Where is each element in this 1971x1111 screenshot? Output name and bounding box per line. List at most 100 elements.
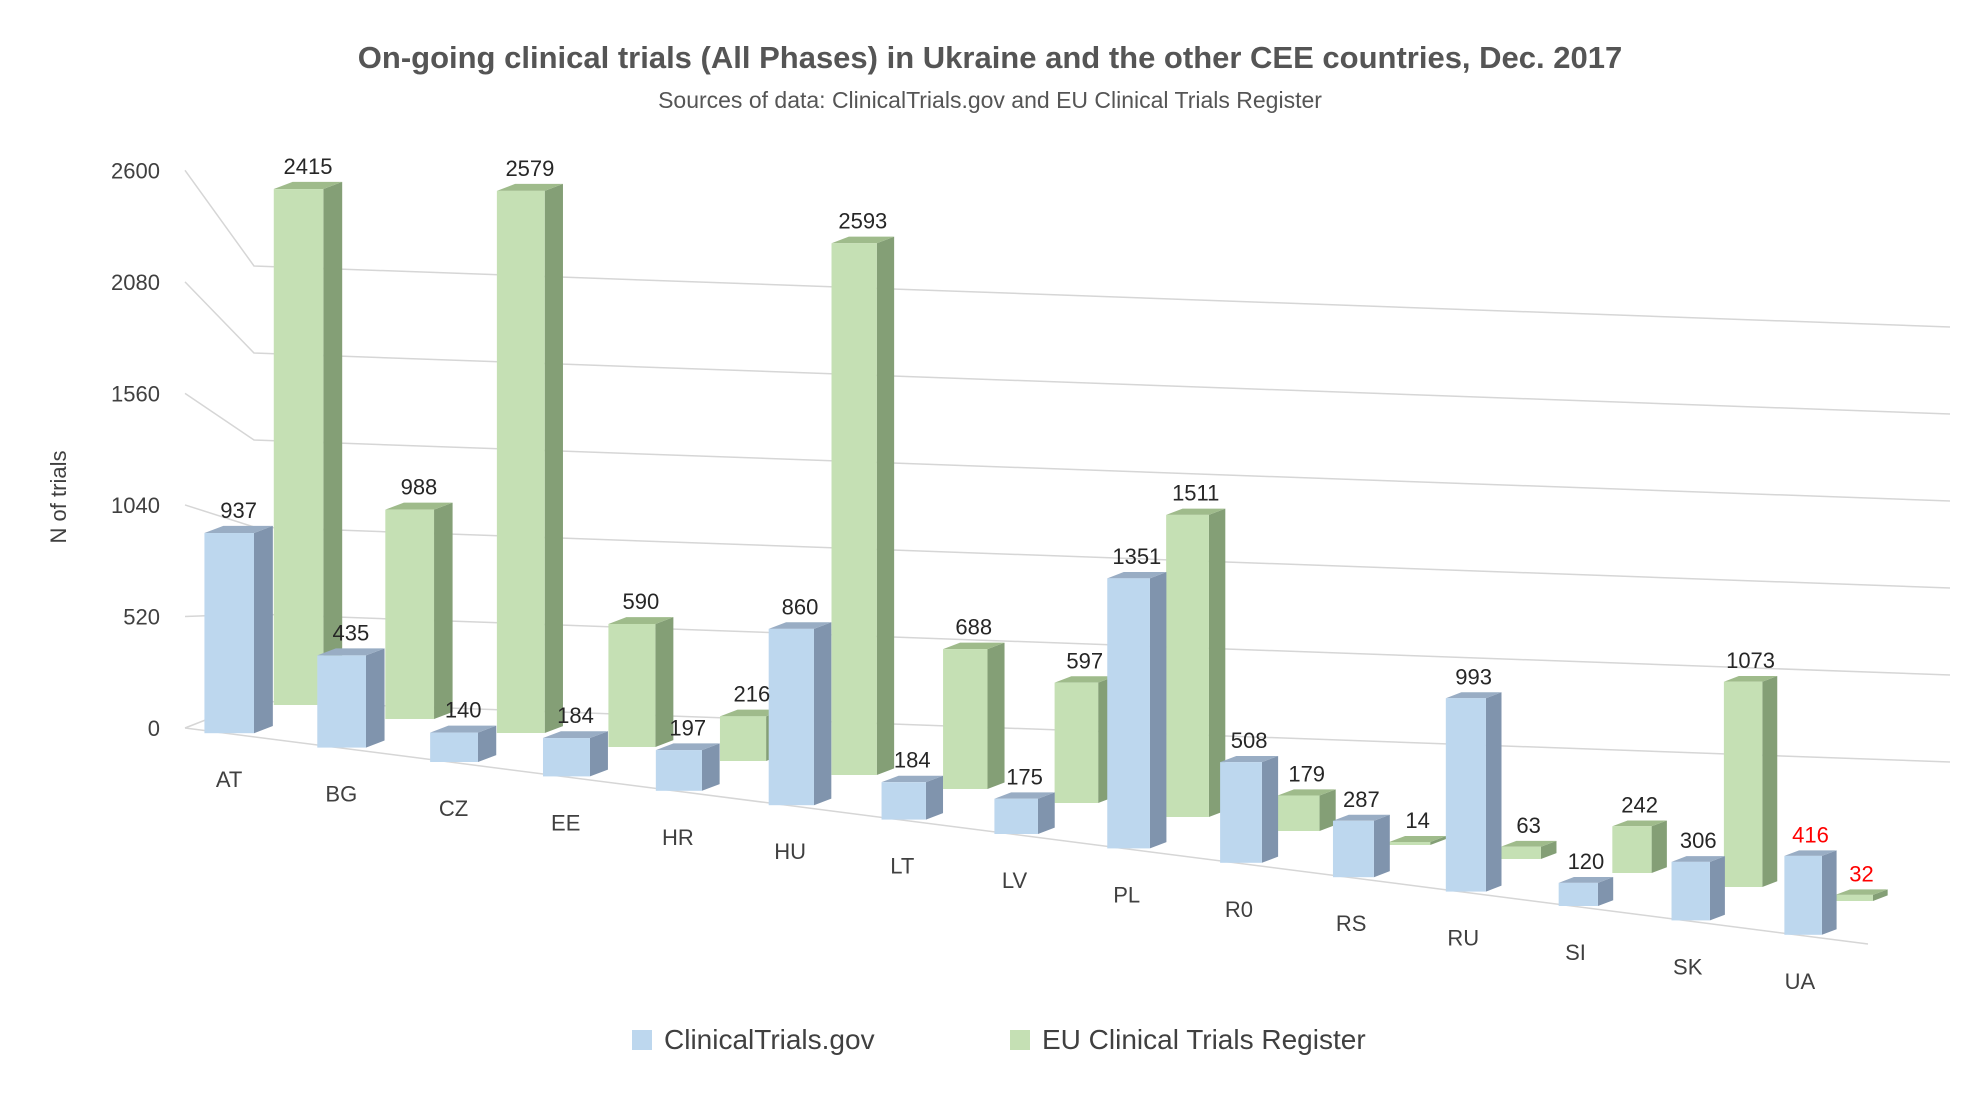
data-label-ctgov-HR: 197 xyxy=(669,715,706,740)
bar-ctgov-RS-front xyxy=(1332,820,1374,878)
bar-ctgov-AT-top xyxy=(204,525,273,534)
bar-eu-RU-side xyxy=(1540,840,1557,859)
bar-eu-PL xyxy=(1166,508,1226,817)
bar-eu-R0-front xyxy=(1277,795,1320,831)
x-tick-label: PL xyxy=(1113,882,1140,907)
floor-front-edge xyxy=(184,727,1869,945)
bar-ctgov-LV-front xyxy=(994,798,1038,834)
data-label-ctgov-RS: 287 xyxy=(1343,787,1380,812)
bar-ctgov-HR-side xyxy=(701,743,720,791)
legend-label: ClinicalTrials.gov xyxy=(664,1024,875,1055)
bar-eu-RS xyxy=(1389,835,1447,845)
bar-eu-AT-top xyxy=(273,181,343,190)
bar-ctgov-EE-side xyxy=(589,731,608,777)
bar-ctgov-BG-top xyxy=(317,648,385,656)
bar-eu-EE xyxy=(608,617,674,747)
bar-eu-LT-front xyxy=(943,649,988,789)
legend-swatch xyxy=(1010,1030,1030,1050)
bar-eu-LV xyxy=(1054,676,1115,803)
bar-ctgov-UA-front xyxy=(1784,855,1822,935)
x-tick-label: HU xyxy=(774,839,806,864)
x-tick-label: EE xyxy=(551,810,580,835)
bar-ctgov-RU-side xyxy=(1485,692,1502,892)
data-label-ctgov-UA: 416 xyxy=(1792,822,1829,847)
bar-ctgov-AT xyxy=(204,525,273,734)
bar-ctgov-HU-front xyxy=(768,628,814,806)
bar-ctgov-LV-top xyxy=(994,792,1055,799)
bar-eu-CZ xyxy=(496,183,563,734)
bar-ctgov-UA xyxy=(1784,850,1837,935)
bar-eu-SK-top xyxy=(1723,676,1778,682)
data-label-eu-PL: 1511 xyxy=(1172,481,1219,506)
bar-ctgov-RU-top xyxy=(1445,692,1502,699)
y-tick-label: 520 xyxy=(123,604,160,629)
bar-eu-CZ-top xyxy=(496,183,563,191)
bar-eu-HU-top xyxy=(831,236,895,244)
bar-ctgov-LV-side xyxy=(1037,792,1055,834)
bar-ctgov-BG xyxy=(317,648,385,748)
x-tick-label: CZ xyxy=(439,796,468,821)
data-label-ctgov-SI: 120 xyxy=(1568,849,1605,874)
bars xyxy=(204,181,1888,935)
bar-ctgov-SI-side xyxy=(1597,877,1614,906)
y-tick-label: 2600 xyxy=(111,158,160,183)
bar-eu-BG-front xyxy=(385,509,435,719)
bar-eu-AT xyxy=(273,181,343,706)
bar-eu-UA-side xyxy=(1872,889,1888,901)
bar-eu-BG xyxy=(385,502,453,719)
legend-item-1: EU Clinical Trials Register xyxy=(1010,1024,1366,1055)
bar-eu-R0-top xyxy=(1277,789,1336,796)
data-label-eu-SK: 1073 xyxy=(1726,648,1775,673)
bar-ctgov-UA-side xyxy=(1821,850,1837,935)
bar-eu-SI-front xyxy=(1612,826,1652,873)
data-label-ctgov-CZ: 140 xyxy=(445,698,482,723)
bar-eu-R0 xyxy=(1277,789,1336,831)
bar-eu-PL-top xyxy=(1166,508,1226,515)
bar-eu-RU xyxy=(1500,840,1557,859)
bar-ctgov-LV xyxy=(994,792,1055,834)
bar-ctgov-HU-top xyxy=(768,622,832,629)
y-tick-label: 1560 xyxy=(111,381,160,406)
legend-swatch xyxy=(632,1030,652,1050)
data-label-eu-LT: 688 xyxy=(955,615,992,640)
data-label-ctgov-PL: 1351 xyxy=(1112,544,1161,569)
x-tick-label: LT xyxy=(890,854,914,879)
bar-eu-RU-front xyxy=(1500,846,1541,859)
bar-eu-HR-front xyxy=(719,716,767,761)
bar-eu-LT xyxy=(943,642,1005,789)
data-label-eu-AT: 2415 xyxy=(284,154,333,179)
data-label-eu-RS: 14 xyxy=(1405,808,1429,833)
data-label-eu-EE: 590 xyxy=(623,589,660,614)
bar-ctgov-RS xyxy=(1332,814,1390,878)
bar-eu-HU xyxy=(831,236,895,775)
bar-ctgov-BG-side xyxy=(365,648,385,748)
gridline-3 xyxy=(184,392,1951,502)
bar-ctgov-PL-front xyxy=(1107,578,1150,849)
data-label-eu-CZ: 2579 xyxy=(505,156,554,181)
data-labels: 2415 937 988 435 2579 140 590 184 216 197 2593 860 6… xyxy=(220,154,1874,886)
bar-eu-HR-top xyxy=(719,709,784,717)
x-tick-label: HR xyxy=(662,825,694,850)
bar-eu-RU-top xyxy=(1500,840,1557,847)
legend-item-0: ClinicalTrials.gov xyxy=(632,1024,875,1055)
bar-eu-HU-front xyxy=(831,243,877,775)
bar-ctgov-CZ-front xyxy=(430,732,478,762)
x-tick-label: UA xyxy=(1785,969,1816,994)
data-label-eu-BG: 988 xyxy=(401,475,438,500)
bar-eu-SI xyxy=(1612,820,1667,873)
bar-eu-LV-top xyxy=(1054,676,1115,683)
data-label-ctgov-EE: 184 xyxy=(557,703,594,728)
bar-ctgov-AT-front xyxy=(204,533,254,734)
data-label-ctgov-R0: 508 xyxy=(1231,728,1268,753)
legend: ClinicalTrials.gov EU Clinical Trials Reg… xyxy=(632,1024,1366,1055)
bar-ctgov-R0-top xyxy=(1220,755,1279,763)
x-tick-label: BG xyxy=(325,782,357,807)
bar-ctgov-HU-side xyxy=(813,622,832,806)
bar-eu-UA-top xyxy=(1835,889,1888,895)
bar-eu-SI-side xyxy=(1651,820,1667,873)
bar-eu-SK-side xyxy=(1762,676,1778,887)
bar-ctgov-R0-side xyxy=(1261,755,1279,863)
bar-ctgov-AT-side xyxy=(253,525,273,734)
bar-eu-SK xyxy=(1723,676,1778,887)
